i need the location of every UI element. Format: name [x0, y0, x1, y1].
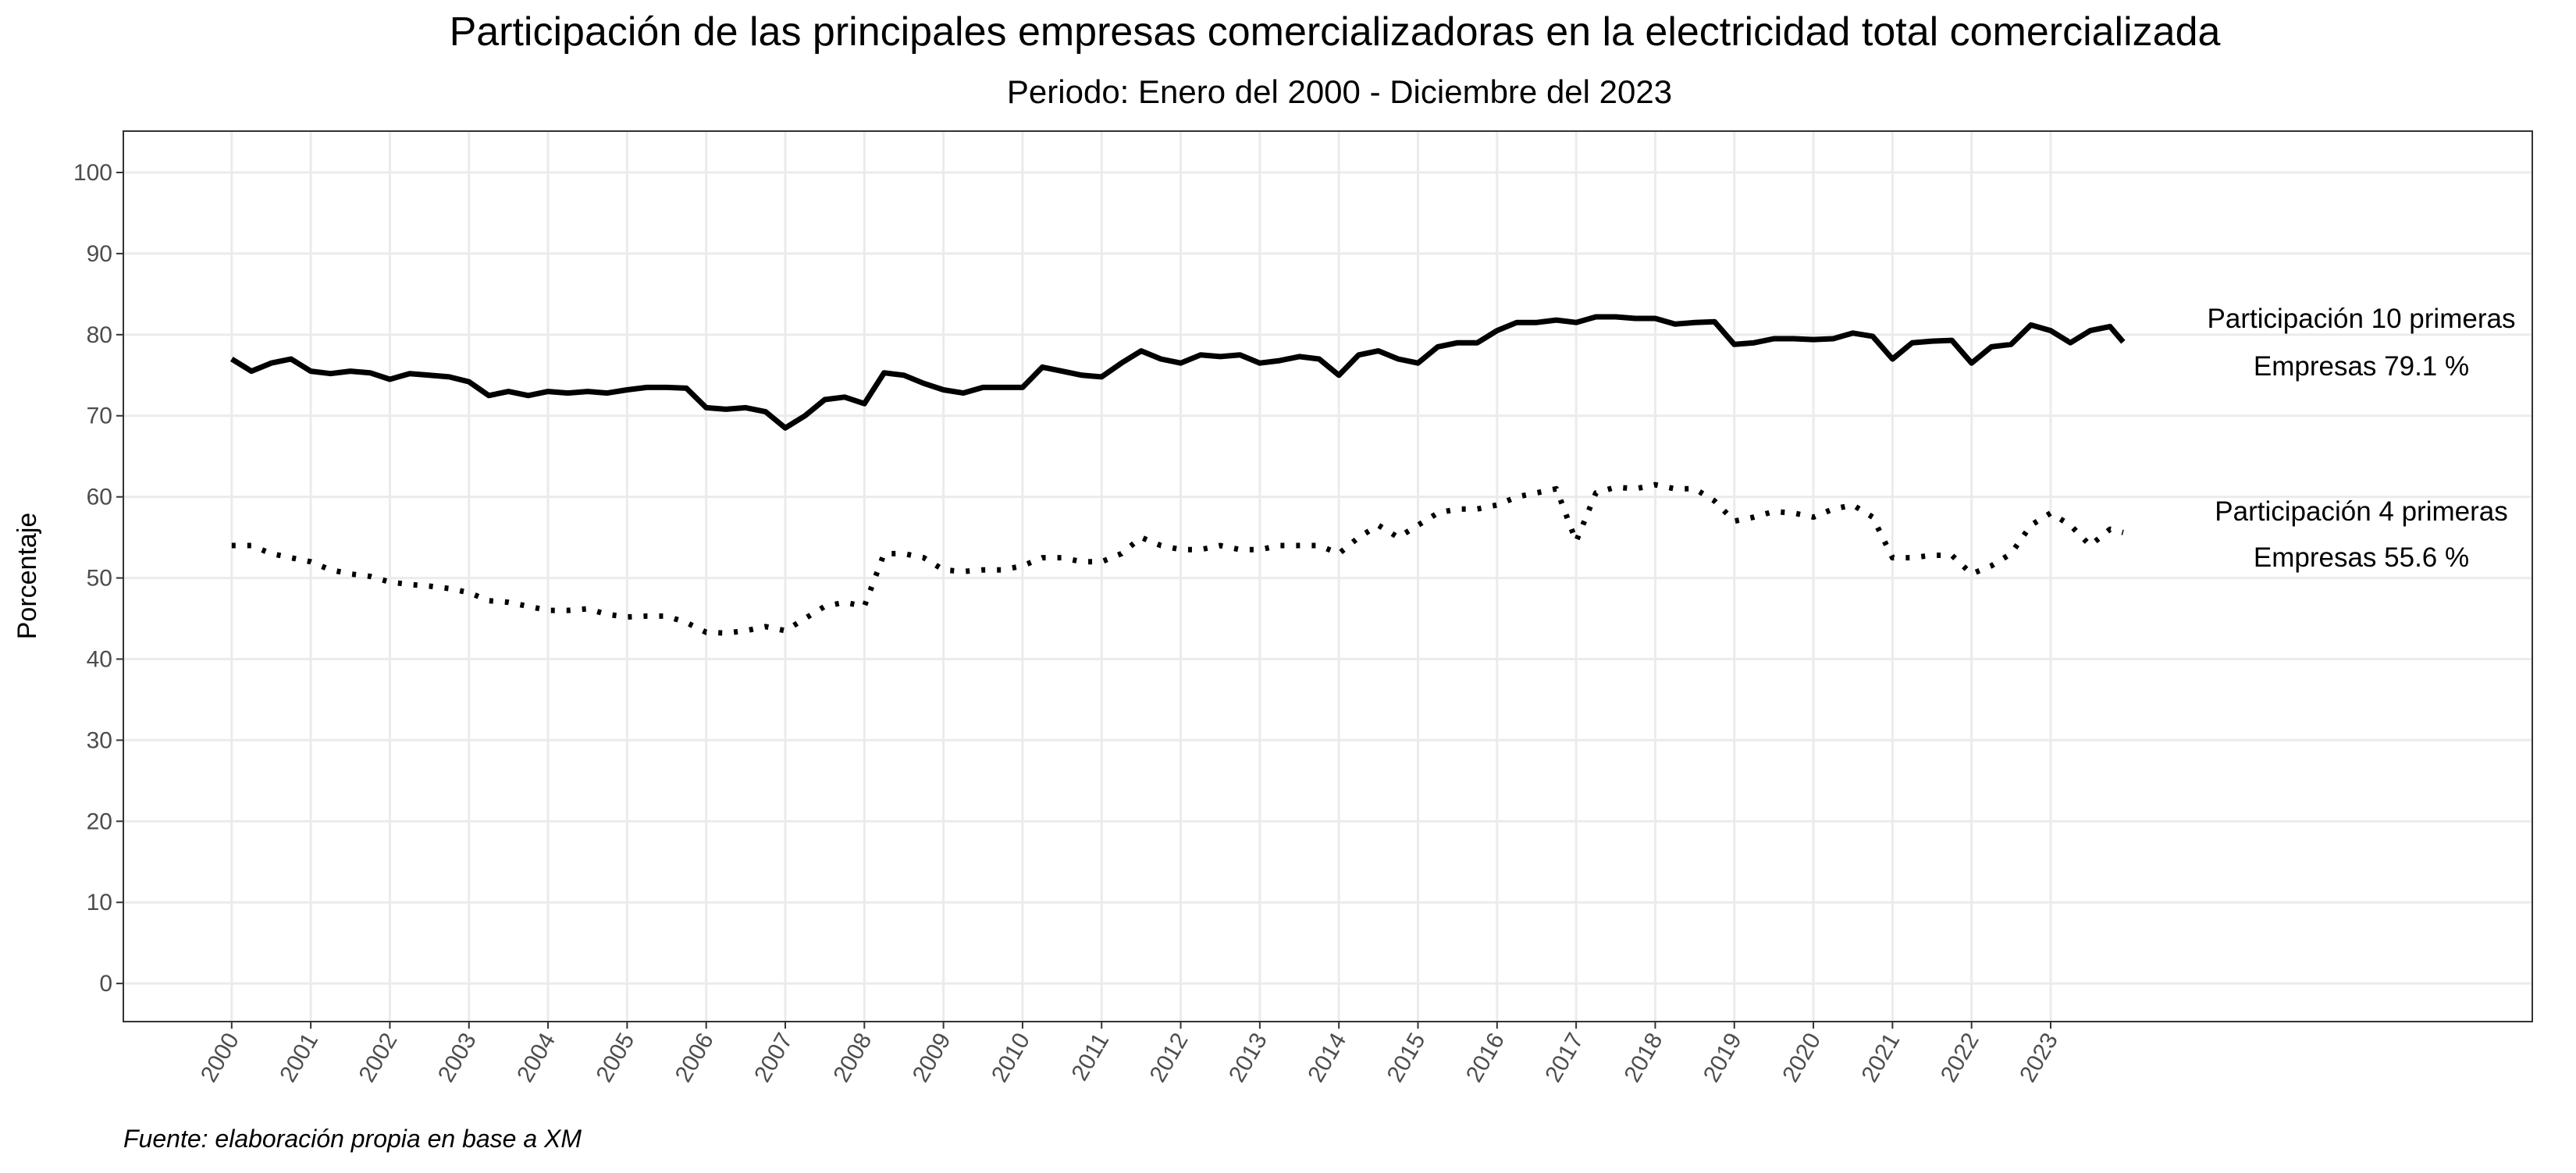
- panel-background: [123, 131, 2532, 1022]
- series-line: [229, 314, 2126, 431]
- y-tick-label: 0: [99, 971, 112, 997]
- y-tick-label: 60: [87, 485, 112, 510]
- y-tick-label: 100: [73, 160, 112, 186]
- y-tick-label: 20: [87, 809, 112, 834]
- series-annotation: Empresas 79.1 %: [2254, 351, 2469, 382]
- y-tick-label: 10: [87, 890, 112, 915]
- series-annotation: Participación 4 primeras: [2215, 496, 2507, 527]
- y-tick-label: 30: [87, 727, 112, 753]
- y-tick-label: 90: [87, 241, 112, 267]
- series-annotation: Participación 10 primeras: [2208, 304, 2516, 334]
- panel-border: [123, 130, 2533, 1022]
- y-tick-label: 70: [87, 403, 112, 429]
- y-tick-label: 80: [87, 322, 112, 348]
- y-axis-label: Porcentaje: [12, 513, 42, 640]
- chart-title: Participación de las principales empresa…: [450, 9, 2221, 55]
- y-tick-label: 40: [87, 646, 112, 672]
- y-tick-label: 50: [87, 566, 112, 592]
- series-line: [231, 482, 2124, 636]
- series-annotation: Empresas 55.6 %: [2254, 542, 2469, 573]
- caption: Fuente: elaboración propia en base a XM: [123, 1125, 582, 1153]
- chart-subtitle: Periodo: Enero del 2000 - Diciembre del …: [1007, 73, 1672, 110]
